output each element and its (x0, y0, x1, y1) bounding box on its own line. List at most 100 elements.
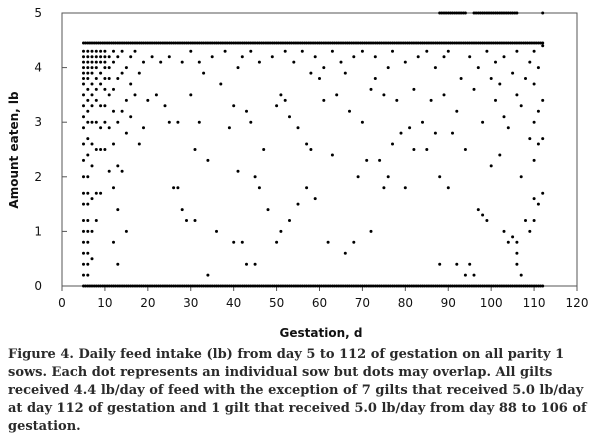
data-point-floor (412, 284, 416, 288)
data-point-ceiling (526, 41, 530, 45)
data-point (524, 77, 527, 80)
data-point-ceiling (285, 41, 289, 45)
data-point-ceiling (472, 41, 476, 45)
data-point (472, 273, 476, 277)
data-point-ceiling (491, 41, 495, 45)
data-point (236, 66, 240, 70)
data-point-ceiling (148, 41, 152, 45)
data-point (133, 93, 137, 97)
data-point-ceiling (270, 41, 274, 45)
data-point-ceiling (230, 41, 233, 45)
data-point (86, 240, 90, 244)
data-point (524, 219, 527, 222)
data-point-ceiling (303, 41, 306, 45)
data-point-floor (163, 284, 167, 288)
data-point (386, 66, 390, 70)
x-tick-label: 120 (566, 296, 589, 310)
data-point (532, 49, 536, 53)
data-point-upper (513, 11, 517, 15)
data-point (253, 262, 257, 266)
data-point-ceiling (150, 41, 154, 45)
data-point-ceiling (367, 41, 371, 45)
data-point-floor (116, 284, 120, 288)
data-point-ceiling (489, 41, 493, 45)
data-point-upper (457, 11, 461, 15)
data-point (82, 55, 85, 59)
data-point-floor (227, 284, 231, 288)
data-point-ceiling (249, 41, 253, 45)
data-point-floor (279, 284, 283, 288)
data-point-ceiling (103, 41, 107, 45)
data-point-ceiling (189, 41, 193, 45)
data-point (86, 273, 90, 277)
data-point-upper (494, 11, 497, 15)
data-point-upper (506, 11, 510, 15)
data-point-floor (371, 284, 375, 288)
data-point-floor (509, 284, 512, 288)
data-point-floor (264, 284, 268, 288)
data-point-ceiling (532, 41, 536, 45)
data-point-floor (466, 284, 470, 288)
data-point-ceiling (288, 41, 291, 45)
data-point (536, 142, 540, 146)
data-point (90, 93, 94, 97)
data-point-ceiling (397, 41, 401, 45)
data-point-floor (114, 284, 118, 288)
data-point (227, 126, 231, 130)
data-point-floor (448, 284, 452, 288)
data-point-floor (255, 284, 259, 288)
data-point (112, 49, 115, 53)
data-point-ceiling (105, 41, 109, 45)
data-point-upper (511, 11, 515, 15)
plot-border (61, 12, 578, 287)
data-point-floor (127, 284, 130, 288)
data-point-ceiling (330, 41, 334, 45)
data-point (429, 98, 433, 102)
data-point (137, 71, 141, 75)
data-point-ceiling (517, 41, 521, 45)
data-point-floor (189, 284, 193, 288)
data-point (82, 240, 85, 244)
data-point-ceiling (474, 41, 478, 45)
data-point (489, 164, 493, 168)
data-point (90, 82, 94, 86)
data-point (112, 87, 115, 91)
x-tick-label: 90 (441, 296, 456, 310)
data-point-ceiling (94, 41, 98, 45)
data-point (296, 126, 300, 130)
data-point-upper (444, 11, 448, 15)
x-tick-label: 20 (140, 296, 155, 310)
data-point-floor (401, 284, 405, 288)
data-point-ceiling (135, 41, 139, 45)
data-point-ceiling (223, 41, 227, 45)
data-point-floor (172, 284, 176, 288)
data-point-floor (472, 284, 476, 288)
data-point (86, 60, 90, 64)
data-point-ceiling (461, 41, 465, 45)
data-point-ceiling (375, 41, 379, 45)
data-point-ceiling (358, 41, 362, 45)
data-point-ceiling (82, 41, 85, 45)
data-point-floor (468, 284, 472, 288)
data-point (193, 219, 197, 222)
data-point-ceiling (142, 41, 145, 45)
data-point (99, 126, 103, 130)
data-point-upper (453, 11, 457, 15)
y-tick-label: 5 (34, 6, 42, 20)
data-point (408, 126, 412, 130)
data-point-ceiling (157, 41, 161, 45)
data-point-ceiling (448, 41, 452, 45)
data-point-ceiling (324, 41, 328, 45)
data-point (90, 60, 94, 64)
data-point (283, 98, 287, 102)
data-point (219, 82, 223, 86)
data-point-ceiling (255, 41, 259, 45)
data-point (86, 229, 90, 233)
data-point-ceiling (277, 41, 281, 45)
data-point-ceiling (433, 41, 437, 45)
data-point-floor (210, 284, 214, 288)
data-point-ceiling (296, 41, 300, 45)
data-point-floor (260, 284, 264, 288)
data-point-ceiling (541, 41, 545, 45)
data-point-ceiling (298, 41, 302, 45)
